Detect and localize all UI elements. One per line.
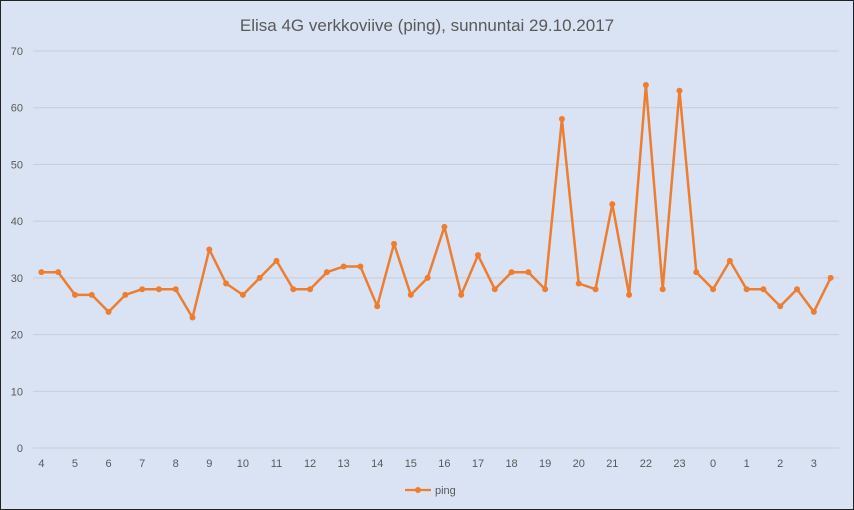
data-point [290, 286, 297, 293]
x-tick-label: 6 [106, 458, 112, 470]
data-point [458, 291, 465, 298]
y-axis-ticks: 0 10 20 30 40 50 60 70 [11, 46, 23, 455]
gridlines [33, 50, 839, 449]
data-point [88, 291, 95, 298]
data-point [206, 246, 213, 253]
data-point [642, 82, 649, 89]
data-point [340, 263, 347, 270]
data-point [122, 291, 129, 298]
data-point [626, 291, 633, 298]
data-point [558, 116, 565, 123]
data-point [323, 269, 330, 276]
legend-label-ping: ping [435, 485, 456, 497]
data-point [424, 274, 431, 281]
y-tick-label: 60 [11, 103, 23, 115]
data-point [659, 286, 666, 293]
x-tick-label: 5 [72, 458, 78, 470]
data-point [391, 240, 398, 247]
x-tick-label: 10 [237, 458, 249, 470]
x-tick-label: 4 [38, 458, 44, 470]
y-tick-label: 50 [11, 159, 23, 171]
data-point [827, 274, 834, 281]
x-tick-label: 2 [777, 458, 783, 470]
data-point [256, 274, 263, 281]
data-point [592, 286, 599, 293]
data-point [139, 286, 146, 293]
x-axis-ticks: 4 5 6 7 8 9 10 11 12 13 14 15 16 17 18 19 20 21 22 23 0 1 2 3 [38, 458, 817, 470]
x-tick-label: 15 [405, 458, 417, 470]
x-tick-label: 9 [206, 458, 212, 470]
x-tick-label: 7 [139, 458, 145, 470]
data-point [38, 269, 45, 276]
x-tick-label: 3 [811, 458, 817, 470]
x-tick-label: 20 [573, 458, 585, 470]
data-point [441, 223, 448, 230]
chart-title: Elisa 4G verkkoviive (ping), sunnuntai 2… [240, 16, 614, 35]
x-tick-label: 13 [338, 458, 350, 470]
x-tick-label: 17 [472, 458, 484, 470]
data-point [374, 303, 381, 310]
series-line-ping [41, 83, 832, 319]
data-point [307, 286, 314, 293]
data-point [575, 280, 582, 287]
x-tick-label: 14 [371, 458, 383, 470]
data-point [794, 286, 801, 293]
x-tick-label: 23 [673, 458, 685, 470]
x-tick-label: 8 [173, 458, 179, 470]
data-point [726, 257, 733, 264]
data-point [273, 257, 280, 264]
x-tick-label: 1 [744, 458, 750, 470]
data-point [407, 291, 414, 298]
data-point [777, 303, 784, 310]
data-point [710, 286, 717, 293]
data-point [525, 269, 532, 276]
y-tick-label: 40 [11, 216, 23, 228]
data-point [743, 286, 750, 293]
data-point [508, 269, 515, 276]
data-point [105, 308, 112, 315]
data-point [760, 286, 767, 293]
data-point [189, 314, 196, 321]
data-point [357, 263, 364, 270]
y-tick-label: 10 [11, 386, 23, 398]
legend: ping [405, 485, 456, 497]
data-point [71, 291, 78, 298]
y-tick-label: 0 [17, 443, 23, 455]
y-tick-label: 30 [11, 273, 23, 285]
data-point [239, 291, 246, 298]
data-point [693, 269, 700, 276]
legend-point-marker [415, 487, 421, 493]
data-point [609, 201, 616, 208]
data-point [155, 286, 162, 293]
data-point [676, 87, 683, 94]
data-point [491, 286, 498, 293]
data-point [810, 308, 817, 315]
data-point [223, 280, 230, 287]
x-tick-label: 18 [505, 458, 517, 470]
y-tick-label: 70 [11, 46, 23, 58]
data-point [474, 252, 481, 259]
x-tick-label: 11 [271, 458, 282, 470]
x-tick-label: 22 [640, 458, 652, 470]
x-tick-label: 19 [539, 458, 551, 470]
x-tick-label: 21 [606, 458, 618, 470]
y-tick-label: 20 [11, 330, 23, 342]
data-point [542, 286, 549, 293]
series-ping [38, 82, 834, 321]
data-point [55, 269, 62, 276]
data-point [172, 286, 179, 293]
x-tick-label: 16 [438, 458, 450, 470]
x-tick-label: 0 [710, 458, 716, 470]
x-tick-label: 12 [304, 458, 316, 470]
